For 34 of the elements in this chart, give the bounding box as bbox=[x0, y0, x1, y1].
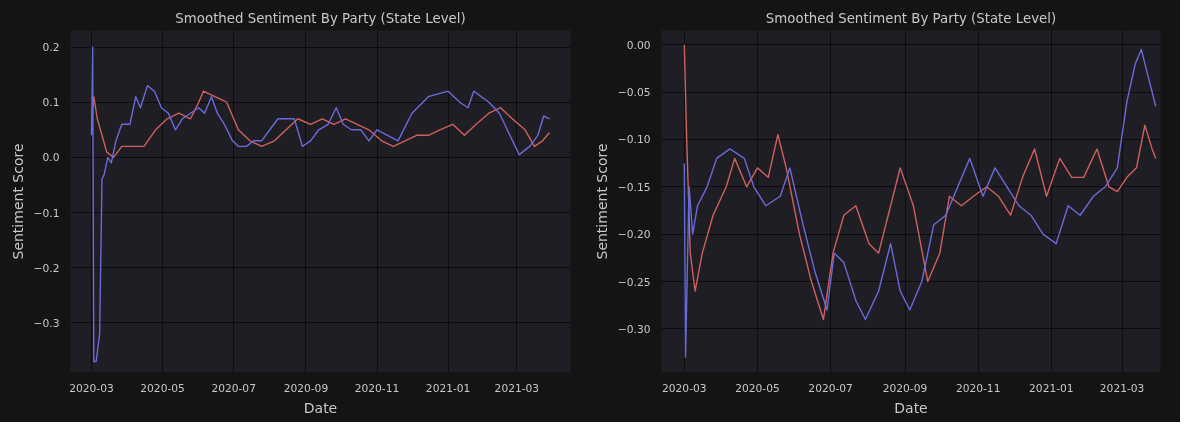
y-tick-label: −0.20 bbox=[617, 228, 651, 242]
y-tick-label: −0.2 bbox=[33, 261, 60, 275]
y-tick-label: 0.1 bbox=[42, 96, 60, 110]
y-axis-title: Sentiment Score bbox=[9, 143, 26, 260]
x-tick-label: 2021-03 bbox=[1099, 381, 1145, 395]
y-tick-label: −0.25 bbox=[617, 275, 651, 289]
x-tick-label: 2020-11 bbox=[354, 381, 400, 395]
x-tick-label: 2020-09 bbox=[283, 381, 329, 395]
y-axis-title: Sentiment Score bbox=[593, 143, 610, 260]
y-tick-label: −0.05 bbox=[617, 86, 651, 100]
y-tick-label: −0.1 bbox=[33, 206, 60, 220]
y-tick-label: −0.30 bbox=[617, 322, 651, 336]
x-tick-label: 2021-03 bbox=[494, 381, 540, 395]
x-tick-label: 2020-11 bbox=[955, 381, 1001, 395]
y-tick-label: 0.2 bbox=[42, 41, 60, 55]
x-tick-label: 2020-05 bbox=[140, 381, 185, 395]
x-tick-label: 2020-03 bbox=[662, 381, 707, 395]
x-tick-label: 2020-05 bbox=[735, 381, 780, 395]
y-tick-label: −0.10 bbox=[617, 133, 651, 147]
x-tick-label: 2020-03 bbox=[69, 381, 114, 395]
x-axis-title: Date bbox=[303, 399, 338, 416]
chart-title: Smoothed Sentiment By Party (State Level) bbox=[765, 10, 1057, 26]
y-tick-label: −0.15 bbox=[617, 180, 651, 194]
y-tick-label: 0.00 bbox=[626, 38, 651, 52]
y-tick-label: −0.3 bbox=[33, 316, 60, 330]
y-tick-label: 0.0 bbox=[42, 151, 60, 165]
x-tick-label: 2020-09 bbox=[882, 381, 928, 395]
line-series bbox=[90, 46, 551, 363]
x-tick-label: 2021-01 bbox=[1029, 381, 1074, 395]
chart-title: Smoothed Sentiment By Party (State Level) bbox=[175, 10, 466, 26]
x-tick-label: 2020-07 bbox=[211, 381, 256, 395]
x-axis-title: Date bbox=[894, 399, 928, 416]
x-tick-label: 2021-01 bbox=[425, 381, 471, 395]
x-tick-label: 2020-07 bbox=[808, 381, 853, 395]
